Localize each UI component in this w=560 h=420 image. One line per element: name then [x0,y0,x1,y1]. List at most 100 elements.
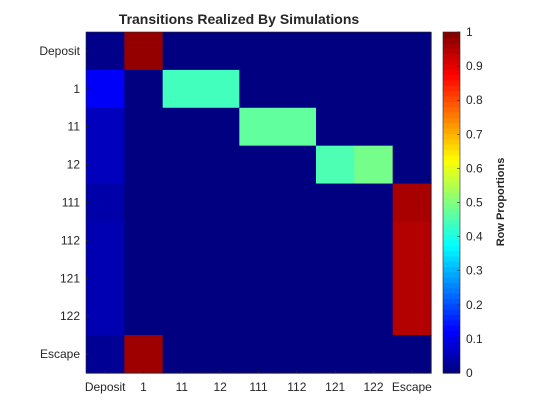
colorbar-segment [443,314,460,321]
heatmap-cell [316,259,355,298]
colorbar-segment [443,106,460,113]
colorbar-tick-label: 0.7 [466,127,483,141]
heatmap-cell [162,145,202,185]
colorbar-segment [443,266,460,273]
heatmap-cell [86,335,125,374]
heatmap-cell [86,297,125,336]
heatmap-cell [124,107,164,147]
heatmap-cell [392,32,432,71]
heatmap-cell [277,297,317,336]
heatmap-cell [392,107,432,147]
heatmap-cell [316,145,355,185]
colorbar-segment [443,207,460,214]
colorbar-segment [443,202,460,209]
heatmap-cell [162,183,202,223]
colorbar-segment [443,234,460,241]
heatmap-cell [354,335,394,374]
heatmap-cell [162,221,202,260]
y-tick-label: Deposit [39,44,80,58]
heatmap-cell [201,335,240,374]
heatmap-cell [316,183,355,223]
heatmap-cell [162,259,202,298]
colorbar-segment [443,90,460,97]
x-tick-label: Deposit [85,380,126,394]
y-tick-label: 112 [61,233,80,247]
heatmap-cell [86,183,125,223]
heatmap-cell [354,221,394,260]
colorbar-tick-label: 0.9 [466,59,483,73]
x-tick-label: Escape [392,380,432,394]
heatmap-cell [354,107,394,147]
colorbar-segment [443,101,460,108]
colorbar-segment [443,175,460,182]
colorbar-tick-label: 0.8 [466,93,483,107]
colorbar-segment [443,117,460,124]
heatmap-cells [86,32,432,374]
x-tick-label: 12 [213,380,227,394]
colorbar-segment [443,79,460,86]
colorbar-segment [443,367,460,374]
heatmap-cell [354,259,394,298]
colorbar: 0 0.1 0.2 0.3 0.4 0.5 0.6 0.7 0.8 0.9 1 [442,25,483,380]
heatmap-cell [239,183,279,223]
colorbar-segment [443,223,460,230]
colorbar-segment [443,351,460,358]
colorbar-label: Row Proportions [495,158,507,247]
x-tick-label: 121 [325,380,345,394]
heatmap-cell [316,32,355,71]
heatmap-cell [354,145,394,185]
colorbar-segment [443,133,460,140]
heatmap-cell [162,69,202,109]
colorbar-segment [443,213,460,220]
colorbar-segment [443,165,460,172]
y-tick-label: Escape [40,347,80,361]
x-tick-label: 112 [287,380,306,394]
heatmap-cell [239,69,279,109]
colorbar-segment [443,261,460,268]
x-tick-label: 122 [363,380,383,394]
colorbar-segment [443,298,460,305]
heatmap-cell [277,32,317,71]
heatmap-cell [162,297,202,336]
colorbar-segment [443,282,460,289]
heatmap-cell [124,183,164,223]
chart-title: Transitions Realized By Simulations [119,11,360,27]
colorbar-segment [443,143,460,150]
colorbar-tick-label: 0.2 [466,298,483,312]
heatmap-cell [316,107,355,147]
heatmap-cell [239,145,279,185]
colorbar-segment [443,287,460,294]
heatmap-cell [86,32,125,71]
colorbar-segment [443,362,460,369]
heatmap-cell [392,297,432,336]
heatmap-cell [277,183,317,223]
colorbar-segment [443,191,460,198]
heatmap-cell [201,183,240,223]
y-tick-label: 121 [60,271,80,285]
heatmap-cell [392,335,432,374]
heatmap-cell [277,145,317,185]
colorbar-segment [443,255,460,262]
x-tick-labels: Deposit 1 11 12 111 112 121 122 Escape [85,370,432,394]
colorbar-segment [443,186,460,193]
x-tick-label: 111 [249,380,268,394]
colorbar-segment [443,122,460,129]
heatmap-cell [392,221,432,260]
colorbar-segment [443,170,460,177]
colorbar-segment [443,138,460,145]
colorbar-segment [443,85,460,92]
colorbar-segment [443,42,460,49]
y-tick-label: 122 [60,309,80,323]
heatmap-cell [201,69,240,109]
heatmap-cell [162,107,202,147]
heatmap-cell [124,335,164,374]
colorbar-segment [443,335,460,342]
colorbar-segment [443,47,460,54]
heatmap-cell [277,69,317,109]
heatmap-cell [277,335,317,374]
colorbar-segment [443,159,460,166]
heatmap-cell [392,259,432,298]
heatmap-cell [86,107,125,147]
colorbar-segment [443,277,460,284]
heatmap-cell [239,335,279,374]
